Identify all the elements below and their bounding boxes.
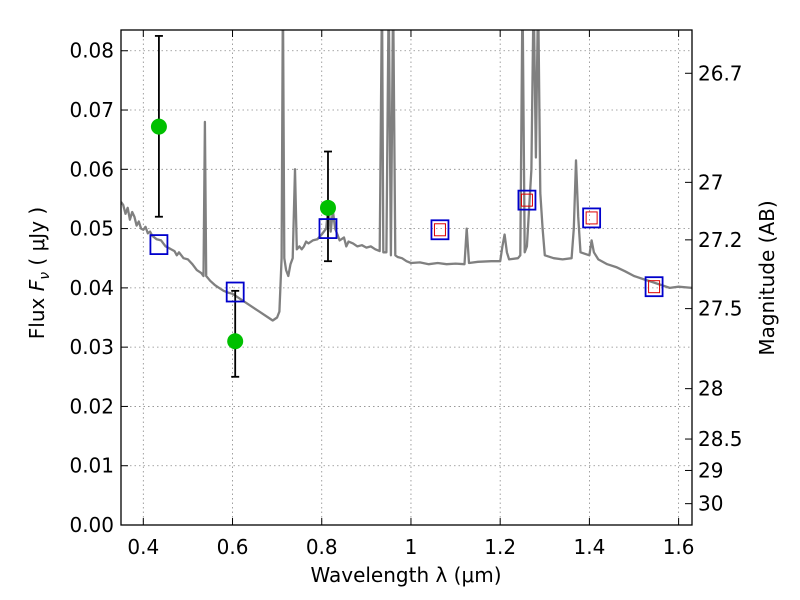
y-tick-label: 0.07 bbox=[69, 98, 114, 122]
y2-tick-label: 28 bbox=[698, 377, 723, 401]
observed-points bbox=[150, 35, 336, 378]
x-tick-label: 1 bbox=[405, 535, 418, 559]
y2-tick-label: 26.7 bbox=[698, 61, 743, 85]
band-flux-box-3 bbox=[430, 219, 450, 241]
band-flux-box-1 bbox=[225, 281, 245, 303]
x-tick-label: 1.6 bbox=[663, 535, 695, 559]
x-tick-label: 0.6 bbox=[217, 535, 249, 559]
y2-tick-label: 27 bbox=[698, 170, 723, 194]
y2-tick-label: 27.5 bbox=[698, 297, 743, 321]
y2-axis-title: Magnitude (AB) bbox=[755, 200, 779, 355]
y-tick-label: 0.04 bbox=[69, 276, 114, 300]
y2-tick-label: 27.2 bbox=[698, 228, 743, 252]
y-axis-title-symbol: F bbox=[25, 279, 49, 291]
x-axis-title: Wavelength λ (μm) bbox=[310, 563, 501, 587]
observed-point-2 bbox=[319, 199, 336, 216]
x-tick-label: 0.8 bbox=[306, 535, 338, 559]
y-tick-label: 0.03 bbox=[69, 335, 114, 359]
y-tick-label: 0.01 bbox=[69, 454, 114, 478]
y-axis-title-prefix: Flux bbox=[25, 291, 49, 339]
axis-ticks: 0.4 0.6 0.8 1 1.2 1.4 1.6 0.00 0.01 0.02 0.03 0.04 0… bbox=[69, 30, 743, 559]
y-tick-label: 0.00 bbox=[69, 513, 114, 537]
model-spectrum bbox=[121, 30, 692, 322]
band-flux-inner-3 bbox=[433, 223, 446, 237]
plot-frame bbox=[120, 29, 693, 526]
y-tick-label: 0.06 bbox=[69, 157, 114, 181]
band-flux-box-5 bbox=[582, 207, 602, 229]
y-tick-label: 0.08 bbox=[69, 39, 114, 63]
band-flux-box-2 bbox=[318, 218, 338, 239]
observed-point-1 bbox=[227, 333, 244, 350]
y2-tick-label: 30 bbox=[698, 492, 723, 516]
y-tick-label: 0.05 bbox=[69, 217, 114, 241]
y-axis-title-subscript: ν bbox=[37, 272, 53, 280]
band-flux-box-0 bbox=[149, 234, 169, 255]
x-tick-label: 1.4 bbox=[573, 535, 605, 559]
band-flux-box-4 bbox=[517, 189, 537, 211]
band-flux-inner-5 bbox=[585, 211, 598, 225]
model-spectrum-line bbox=[121, 30, 692, 322]
x-tick-label: 0.4 bbox=[127, 535, 159, 559]
band-flux-inner-4 bbox=[520, 193, 533, 207]
band-flux-inner-6 bbox=[648, 280, 661, 294]
y2-tick-label: 29 bbox=[698, 458, 723, 482]
y2-tick-label: 28.5 bbox=[698, 427, 743, 451]
observed-point-0 bbox=[150, 118, 167, 135]
x-tick-label: 1.2 bbox=[484, 535, 516, 559]
band-flux-box-6 bbox=[644, 276, 664, 298]
y-axis-title-suffix: ( μJy ) bbox=[25, 207, 49, 272]
grid-lines bbox=[121, 30, 692, 526]
y-tick-label: 0.02 bbox=[69, 394, 114, 418]
y-axis-title: Flux Fν ( μJy ) bbox=[25, 207, 53, 339]
model-band-fluxes bbox=[149, 189, 664, 303]
